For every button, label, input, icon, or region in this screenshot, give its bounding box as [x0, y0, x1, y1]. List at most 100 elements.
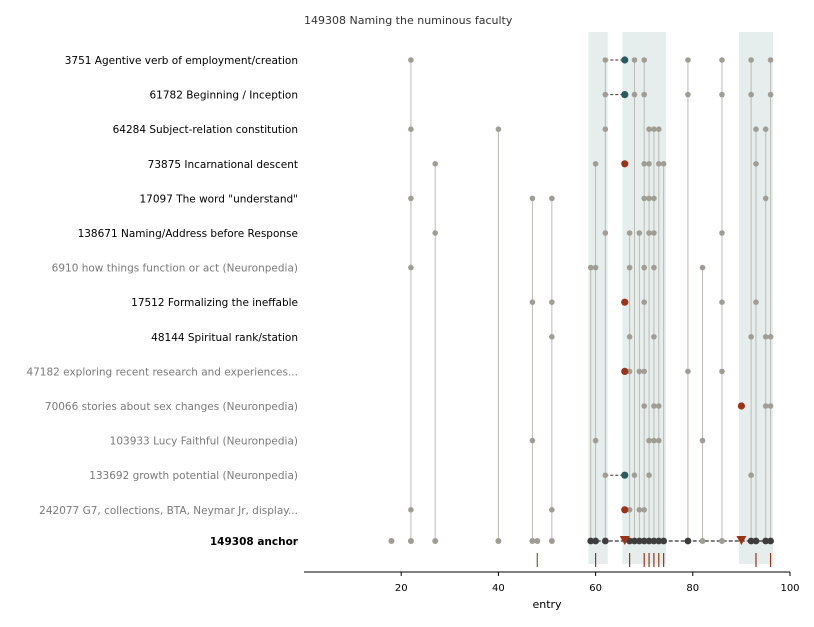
data-point	[767, 403, 774, 409]
x-tick-label: 20	[395, 583, 408, 594]
row-labels: 3751 Agentive verb of employment/creatio…	[26, 55, 298, 517]
data-point	[655, 126, 662, 132]
anchor-point-dark	[660, 537, 668, 545]
row-label: 138671 Naming/Address before Response	[78, 228, 298, 240]
anchor-point-dark	[631, 537, 638, 545]
x-tick-label: 40	[492, 583, 505, 594]
data-point	[762, 195, 769, 202]
data-point	[719, 368, 725, 375]
data-point	[549, 299, 555, 306]
data-point	[651, 334, 657, 340]
data-point	[641, 403, 647, 409]
data-point	[651, 230, 657, 236]
data-point	[626, 230, 633, 236]
data-point	[685, 91, 691, 98]
data-point	[641, 368, 647, 375]
highlight-point-teal	[621, 471, 629, 479]
anchor-point	[495, 538, 502, 544]
x-axis: 20 40 60 80 100	[304, 571, 800, 594]
anchor-point-dark	[684, 537, 692, 545]
data-point	[641, 507, 647, 513]
row-label: 133692 growth potential (Neuronpedia)	[89, 470, 298, 482]
data-point	[753, 161, 759, 167]
data-point	[631, 472, 638, 479]
highlight-point-red	[737, 402, 746, 410]
data-point	[408, 195, 414, 202]
row-label: 48144 Spiritual rank/station	[151, 332, 298, 344]
data-point	[432, 230, 439, 236]
data-point	[641, 57, 647, 63]
data-point	[753, 299, 759, 306]
data-point	[626, 507, 633, 513]
row-label: 70066 stories about sex changes (Neuronp…	[45, 401, 298, 413]
data-point	[549, 507, 555, 513]
data-point	[685, 57, 691, 63]
highlight-point-red	[621, 367, 629, 375]
anchor-point-dark	[747, 537, 755, 545]
anchor-point-dark	[650, 537, 658, 545]
data-point	[432, 161, 439, 167]
data-point	[636, 507, 643, 513]
data-point	[636, 230, 643, 236]
row-points	[408, 56, 774, 514]
data-point	[408, 507, 414, 513]
anchor-triangle-marker	[619, 536, 630, 545]
data-point	[587, 264, 594, 271]
data-point	[631, 91, 638, 98]
data-point	[762, 126, 769, 132]
highlight-point-teal	[621, 56, 629, 64]
data-point	[748, 334, 754, 340]
x-tick-label: 100	[780, 583, 799, 594]
anchor-row: 149308 anchor	[210, 536, 774, 567]
anchor-point-dark	[640, 537, 648, 545]
data-point	[408, 57, 414, 63]
data-point	[646, 195, 652, 202]
data-point	[529, 195, 536, 202]
anchor-point-dark	[762, 537, 770, 545]
data-point	[651, 126, 657, 132]
data-point	[651, 264, 657, 271]
row-label: 17512 Formalizing the ineffable	[131, 297, 298, 309]
data-point	[641, 264, 647, 271]
row-label: 73875 Incarnational descent	[148, 159, 298, 171]
data-point	[602, 126, 609, 132]
data-point	[767, 334, 774, 340]
highlight-point-red	[621, 160, 629, 168]
data-point	[549, 334, 555, 340]
data-point	[767, 57, 774, 63]
data-point	[592, 161, 599, 167]
data-point	[719, 230, 725, 236]
anchor-label: 149308 anchor	[210, 536, 299, 548]
anchor-point	[718, 538, 725, 544]
anchor-point-dark	[587, 537, 595, 545]
anchor-point	[534, 538, 541, 544]
row-label: 47182 exploring recent research and expe…	[26, 366, 298, 378]
data-point	[660, 161, 667, 167]
anchor-point	[432, 538, 439, 544]
row-label: 6910 how things function or act (Neuronp…	[52, 263, 298, 275]
data-point	[549, 195, 555, 202]
row-label: 61782 Beginning / Inception	[149, 90, 298, 102]
row-label: 103933 Lucy Faithful (Neuronpedia)	[110, 436, 298, 448]
anchor-point-dark	[767, 537, 774, 545]
data-point	[408, 126, 414, 132]
data-point	[626, 368, 633, 375]
x-axis-label: entry	[532, 598, 562, 611]
data-point	[719, 299, 725, 306]
data-point	[655, 437, 662, 444]
data-point	[626, 334, 633, 340]
data-point	[719, 57, 725, 63]
data-point	[592, 264, 599, 271]
data-point	[748, 91, 754, 98]
data-point	[646, 126, 652, 132]
data-point	[651, 437, 657, 444]
data-point	[602, 57, 609, 63]
data-point	[631, 57, 638, 63]
data-point	[685, 368, 691, 375]
data-point	[762, 403, 769, 409]
data-point	[529, 299, 536, 306]
data-point	[767, 91, 774, 98]
data-point	[641, 161, 647, 167]
data-point	[636, 368, 643, 375]
